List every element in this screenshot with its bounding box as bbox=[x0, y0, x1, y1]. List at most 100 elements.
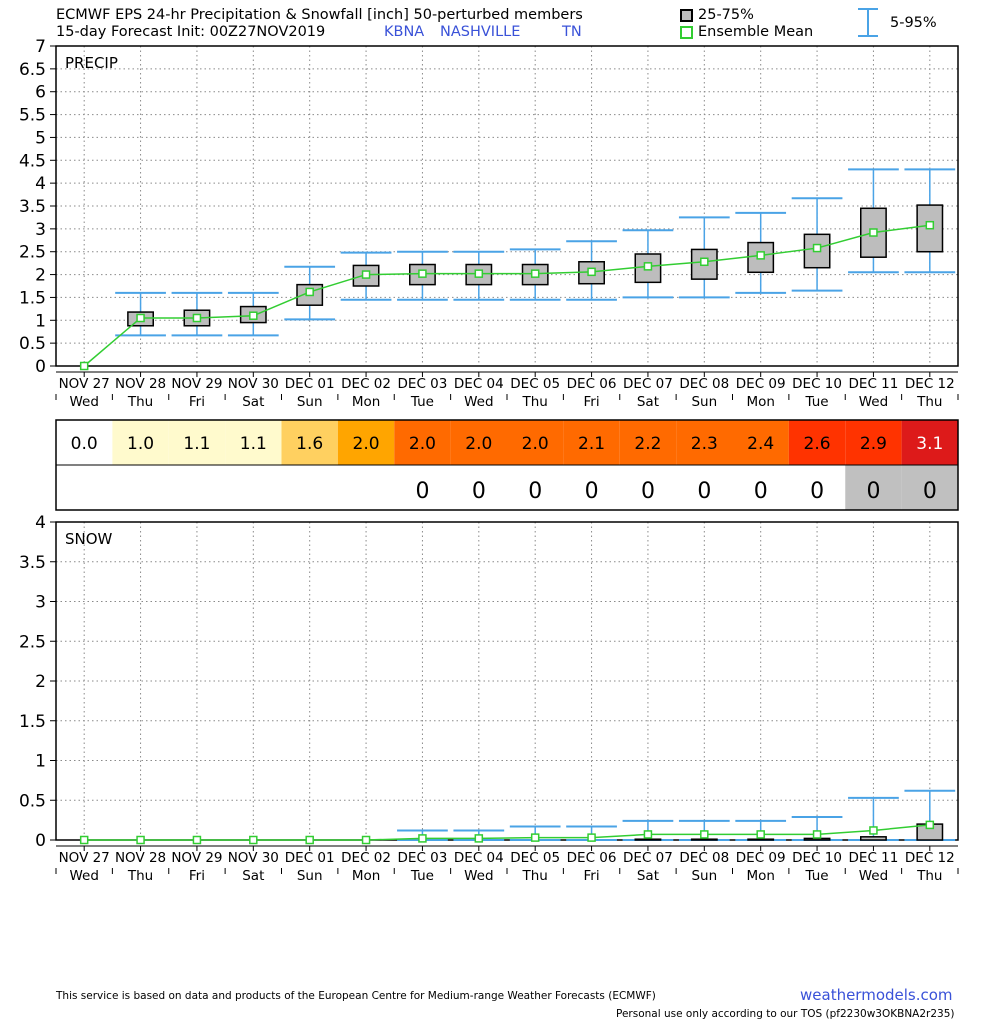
y-tick-label: 1.5 bbox=[19, 712, 46, 732]
legend-whisker-icon bbox=[858, 8, 878, 37]
day-label: Tue bbox=[805, 394, 829, 410]
date-label: DEC 01 bbox=[285, 850, 335, 866]
mean-marker bbox=[249, 311, 258, 320]
snow-cell bbox=[788, 465, 846, 510]
day-label: Tue bbox=[410, 868, 434, 884]
mean-marker bbox=[869, 228, 878, 237]
mean-marker bbox=[530, 269, 540, 278]
date-label: NOV 28 bbox=[115, 376, 166, 392]
panel-label: SNOW bbox=[65, 530, 113, 548]
snow-value: 0 bbox=[866, 479, 880, 504]
day-label: Wed bbox=[69, 394, 98, 410]
legend-box-icon bbox=[680, 9, 693, 22]
date-label: DEC 06 bbox=[567, 376, 617, 392]
precip-cell bbox=[225, 420, 282, 465]
snow-cell bbox=[56, 465, 113, 510]
mean-marker bbox=[925, 220, 935, 230]
snow-value: 0 bbox=[472, 479, 486, 504]
y-tick-label: 0.5 bbox=[19, 791, 46, 811]
mean-marker bbox=[249, 835, 258, 845]
y-tick-label: 3 bbox=[35, 593, 46, 613]
mean-marker bbox=[812, 243, 822, 253]
mean-marker bbox=[756, 251, 765, 260]
snow-cell bbox=[845, 465, 902, 510]
precip-cell bbox=[845, 420, 902, 465]
day-label: Wed bbox=[464, 394, 493, 410]
mean-marker bbox=[587, 267, 596, 277]
mean-marker bbox=[474, 834, 484, 843]
precip-cell bbox=[507, 420, 564, 465]
mean-marker bbox=[643, 830, 653, 839]
day-label: Sat bbox=[637, 868, 659, 884]
footer-tos: Personal use only according to our TOS (… bbox=[616, 1008, 955, 1020]
day-label: Sun bbox=[297, 394, 323, 410]
snow-cell bbox=[676, 465, 733, 510]
iqr-box bbox=[634, 838, 662, 841]
precip-cell bbox=[901, 420, 958, 465]
date-label: NOV 30 bbox=[228, 376, 279, 392]
date-label: DEC 08 bbox=[679, 850, 729, 866]
y-tick-label: 1 bbox=[35, 311, 46, 331]
y-tick-label: 5.5 bbox=[19, 106, 46, 126]
date-label: DEC 05 bbox=[510, 376, 560, 392]
day-label: Thu bbox=[522, 868, 548, 884]
precip-value: 2.9 bbox=[860, 434, 887, 454]
mean-marker bbox=[192, 313, 202, 323]
date-label: DEC 08 bbox=[679, 376, 729, 392]
snow-cell bbox=[619, 465, 677, 510]
day-label: Mon bbox=[352, 868, 380, 884]
snow-cell bbox=[394, 465, 451, 510]
date-label: DEC 07 bbox=[623, 850, 673, 866]
date-label: DEC 04 bbox=[454, 850, 504, 866]
legend-box-label: 25-75% bbox=[698, 7, 754, 23]
date-label: DEC 11 bbox=[849, 376, 899, 392]
precip-value: 1.1 bbox=[240, 434, 267, 454]
precip-value: 2.2 bbox=[634, 434, 661, 454]
precip-cell bbox=[337, 420, 395, 465]
y-tick-label: 0 bbox=[35, 357, 46, 377]
y-tick-label: 2 bbox=[35, 266, 46, 286]
station-state: TN bbox=[562, 24, 582, 40]
snow-cell bbox=[901, 465, 958, 510]
y-tick-label: 4 bbox=[35, 174, 46, 194]
y-tick-label: 0 bbox=[35, 831, 46, 851]
mean-marker bbox=[136, 835, 145, 845]
day-label: Sun bbox=[297, 868, 323, 884]
day-label: Wed bbox=[859, 868, 888, 884]
y-tick-label: 3.5 bbox=[19, 197, 46, 217]
snow-cell bbox=[450, 465, 507, 510]
day-label: Fri bbox=[584, 868, 600, 884]
snow-cell bbox=[281, 465, 338, 510]
day-label: Fri bbox=[189, 394, 205, 410]
day-label: Wed bbox=[464, 868, 493, 884]
station-id: KBNA bbox=[384, 24, 425, 40]
y-tick-label: 7 bbox=[35, 37, 46, 57]
day-label: Thu bbox=[127, 868, 153, 884]
mean-marker bbox=[192, 835, 202, 845]
precip-cell bbox=[563, 420, 620, 465]
date-label: DEC 10 bbox=[792, 850, 842, 866]
y-tick-label: 4 bbox=[35, 513, 46, 533]
precip-value: 2.0 bbox=[409, 434, 436, 454]
precip-value: 1.0 bbox=[127, 434, 154, 454]
precip-value: 0.0 bbox=[71, 434, 98, 454]
precip-cell bbox=[450, 420, 507, 465]
snow-cell bbox=[168, 465, 226, 510]
snow-cell bbox=[112, 465, 169, 510]
summary-table: 0.0 1.0 1.1 1.1 1.6 2.0 2.0 0 2.0 0 2.0 0 2.1 0 2.2 0 2.… bbox=[55, 419, 959, 511]
snow-value: 0 bbox=[810, 479, 824, 504]
mean-marker bbox=[700, 830, 709, 839]
mean-marker bbox=[79, 361, 89, 371]
date-label: DEC 12 bbox=[905, 376, 955, 392]
precip-cell bbox=[394, 420, 451, 465]
precip-cell bbox=[112, 420, 169, 465]
precip-value: 2.0 bbox=[353, 434, 380, 454]
mean-marker bbox=[136, 313, 145, 323]
y-tick-label: 0.5 bbox=[19, 334, 46, 354]
site-link[interactable]: weathermodels.com bbox=[800, 986, 953, 1004]
day-label: Sat bbox=[242, 868, 264, 884]
snow-cell bbox=[507, 465, 564, 510]
snow-value: 0 bbox=[415, 479, 429, 504]
day-label: Wed bbox=[859, 394, 888, 410]
